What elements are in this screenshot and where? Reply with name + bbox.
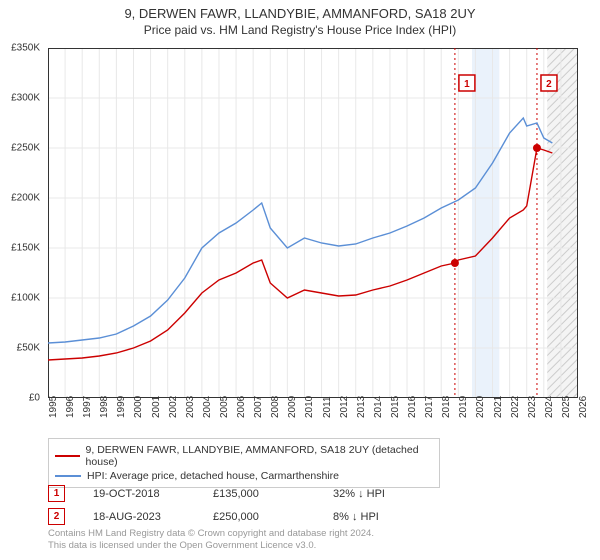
sale-point-row: 2 18-AUG-2023 £250,000 8% ↓ HPI	[48, 505, 568, 528]
chart-svg: 12	[48, 48, 578, 398]
x-tick-label: 2009	[287, 396, 298, 418]
sale-delta: 32% ↓ HPI	[333, 488, 425, 500]
x-tick-label: 1996	[65, 396, 76, 418]
y-tick-label: £250K	[11, 143, 40, 154]
sale-delta: 8% ↓ HPI	[333, 511, 425, 523]
y-tick-label: £50K	[17, 343, 40, 354]
legend-swatch	[55, 475, 81, 477]
x-tick-label: 2022	[510, 396, 521, 418]
x-tick-label: 2004	[202, 396, 213, 418]
x-axis-labels: 1995199619971998199920002001200220032004…	[48, 400, 578, 440]
chart-plot-area: 12	[48, 48, 578, 398]
footer-line-1: Contains HM Land Registry data © Crown c…	[48, 528, 374, 540]
x-tick-label: 2023	[527, 396, 538, 418]
sale-point-row: 1 19-OCT-2018 £135,000 32% ↓ HPI	[48, 482, 568, 505]
sale-date: 18-AUG-2023	[93, 511, 185, 523]
sale-price: £135,000	[213, 488, 305, 500]
legend-label: 9, DERWEN FAWR, LLANDYBIE, AMMANFORD, SA…	[86, 444, 433, 468]
x-tick-label: 1999	[116, 396, 127, 418]
x-tick-label: 2008	[270, 396, 281, 418]
x-tick-label: 2011	[322, 396, 333, 418]
x-tick-label: 2013	[356, 396, 367, 418]
x-tick-label: 2016	[407, 396, 418, 418]
legend-label: HPI: Average price, detached house, Carm…	[87, 470, 339, 482]
legend-row: HPI: Average price, detached house, Carm…	[55, 469, 433, 483]
x-tick-label: 2020	[475, 396, 486, 418]
chart-container: 9, DERWEN FAWR, LLANDYBIE, AMMANFORD, SA…	[0, 0, 600, 560]
x-tick-label: 2021	[493, 396, 504, 418]
legend: 9, DERWEN FAWR, LLANDYBIE, AMMANFORD, SA…	[48, 438, 440, 488]
x-tick-label: 2015	[390, 396, 401, 418]
legend-row: 9, DERWEN FAWR, LLANDYBIE, AMMANFORD, SA…	[55, 443, 433, 469]
x-tick-label: 2001	[151, 396, 162, 418]
x-tick-label: 1998	[99, 396, 110, 418]
x-tick-label: 1997	[82, 396, 93, 418]
x-tick-label: 2005	[219, 396, 230, 418]
x-tick-label: 2026	[578, 396, 589, 418]
legend-swatch	[55, 455, 80, 457]
x-tick-label: 2012	[339, 396, 350, 418]
x-tick-label: 2002	[168, 396, 179, 418]
attribution-footer: Contains HM Land Registry data © Crown c…	[48, 528, 374, 552]
sale-points-table: 1 19-OCT-2018 £135,000 32% ↓ HPI 2 18-AUG-202…	[48, 482, 568, 528]
sale-point-marker: 1	[48, 485, 65, 502]
x-tick-label: 2018	[441, 396, 452, 418]
svg-text:2: 2	[546, 79, 552, 90]
x-tick-label: 2017	[424, 396, 435, 418]
x-tick-label: 2010	[304, 396, 315, 418]
x-tick-label: 2006	[236, 396, 247, 418]
y-axis-labels: £0£50K£100K£150K£200K£250K£300K£350K	[0, 48, 44, 398]
y-tick-label: £350K	[11, 43, 40, 54]
x-tick-label: 2007	[253, 396, 264, 418]
svg-text:1: 1	[464, 79, 470, 90]
y-tick-label: £150K	[11, 243, 40, 254]
chart-subtitle: Price paid vs. HM Land Registry's House …	[0, 21, 600, 41]
x-tick-label: 2019	[458, 396, 469, 418]
chart-title: 9, DERWEN FAWR, LLANDYBIE, AMMANFORD, SA…	[0, 0, 600, 21]
sale-price: £250,000	[213, 511, 305, 523]
x-tick-label: 2000	[133, 396, 144, 418]
y-tick-label: £300K	[11, 93, 40, 104]
footer-line-2: This data is licensed under the Open Gov…	[48, 540, 374, 552]
x-tick-label: 2003	[185, 396, 196, 418]
y-tick-label: £0	[29, 393, 40, 404]
x-tick-label: 1995	[48, 396, 59, 418]
x-tick-label: 2025	[561, 396, 572, 418]
y-tick-label: £100K	[11, 293, 40, 304]
x-tick-label: 2024	[544, 396, 555, 418]
x-tick-label: 2014	[373, 396, 384, 418]
y-tick-label: £200K	[11, 193, 40, 204]
sale-date: 19-OCT-2018	[93, 488, 185, 500]
sale-point-marker: 2	[48, 508, 65, 525]
